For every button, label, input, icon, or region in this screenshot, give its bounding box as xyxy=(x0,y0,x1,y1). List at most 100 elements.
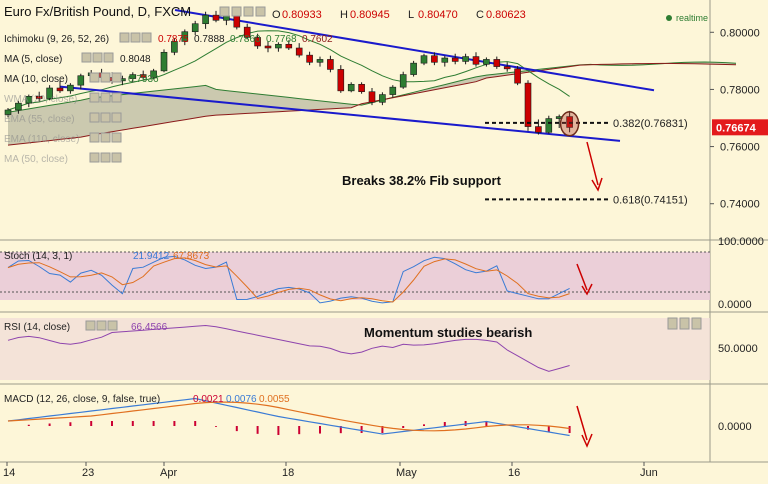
indicator-control-button[interactable] xyxy=(130,32,141,43)
candle-body[interactable] xyxy=(327,59,334,70)
candle-body[interactable] xyxy=(420,55,428,64)
indicator-control-button[interactable] xyxy=(81,52,92,63)
candle-body[interactable] xyxy=(35,95,43,99)
rsi-tick-50: 50.0000 xyxy=(718,343,758,355)
rsi-pane-button[interactable] xyxy=(667,317,678,330)
candle-body[interactable] xyxy=(4,109,12,115)
candle-body[interactable] xyxy=(275,43,282,49)
candle-body[interactable] xyxy=(441,57,449,63)
indicator-control-button[interactable] xyxy=(103,52,114,63)
header-control-button[interactable] xyxy=(255,6,266,17)
candle-body[interactable] xyxy=(46,87,53,99)
candle-body[interactable] xyxy=(233,15,241,28)
candle-body[interactable] xyxy=(535,126,542,133)
candle-body[interactable] xyxy=(431,55,438,63)
candle-body[interactable] xyxy=(25,95,33,104)
ohlc-value: 0.80933 xyxy=(282,9,322,21)
indicator-control-button[interactable] xyxy=(100,72,111,83)
indicator-control-button[interactable] xyxy=(100,152,111,163)
ohlc-key: C xyxy=(476,9,484,21)
rsi-pane-button[interactable] xyxy=(679,317,690,330)
fib-618-label: 0.618(0.74151) xyxy=(613,194,688,206)
stoch-tick-0: 0.0000 xyxy=(718,299,752,311)
candle-body[interactable] xyxy=(379,94,386,103)
candle-body[interactable] xyxy=(347,83,355,92)
indicator-control-button[interactable] xyxy=(111,72,122,83)
rsi-band xyxy=(0,318,710,380)
header-control-button[interactable] xyxy=(231,6,242,17)
candle-body[interactable] xyxy=(160,51,168,72)
indicator-control-button[interactable] xyxy=(89,152,100,163)
candle-body[interactable] xyxy=(181,31,189,42)
candle-body[interactable] xyxy=(285,43,293,49)
indicator-control-button[interactable] xyxy=(111,112,122,123)
candle-body[interactable] xyxy=(358,83,365,93)
indicator-label: Ichimoku (9, 26, 52, 26) xyxy=(4,34,109,45)
candle-body[interactable] xyxy=(389,86,397,95)
candle-body[interactable] xyxy=(410,62,417,75)
candle-body[interactable] xyxy=(472,56,480,65)
candle-body[interactable] xyxy=(368,91,376,103)
indicator-control-button[interactable] xyxy=(89,112,100,123)
rsi-pane-button[interactable] xyxy=(691,317,702,330)
candle-body[interactable] xyxy=(15,102,22,111)
candle-body[interactable] xyxy=(503,66,511,70)
header-control-button[interactable] xyxy=(219,6,230,17)
indicator-control-button[interactable] xyxy=(111,92,122,103)
candle-body[interactable] xyxy=(493,59,501,67)
bearish-arrow-head xyxy=(591,177,603,192)
candle-body[interactable] xyxy=(212,14,220,21)
candle-body[interactable] xyxy=(295,47,303,56)
indicator-control-button[interactable] xyxy=(89,92,100,103)
indicator-label: MA (5, close) xyxy=(4,54,62,65)
candle-body[interactable] xyxy=(545,118,553,133)
price-tick-label: 0.74000 xyxy=(720,199,760,211)
indicator-control-button[interactable] xyxy=(100,92,111,103)
candle-body[interactable] xyxy=(171,41,178,53)
indicator-control-button[interactable] xyxy=(111,152,122,163)
candle-body[interactable] xyxy=(243,26,251,38)
candle-body[interactable] xyxy=(399,74,407,88)
indicator-control-button[interactable] xyxy=(111,132,122,143)
indicator-control-button[interactable] xyxy=(92,52,103,63)
header-control-button[interactable] xyxy=(243,6,254,17)
candle-body[interactable] xyxy=(462,56,469,62)
rsi-control-button[interactable] xyxy=(96,320,107,331)
candle-body[interactable] xyxy=(514,68,521,84)
rsi-control-button[interactable] xyxy=(85,320,96,331)
candle-body[interactable] xyxy=(202,14,209,25)
indicator-value: 0.7602 xyxy=(302,34,333,45)
candle-body[interactable] xyxy=(56,87,64,92)
ohlc-key: L xyxy=(408,9,414,21)
indicator-control-button[interactable] xyxy=(100,132,111,143)
candle-body[interactable] xyxy=(524,82,532,127)
candle-body[interactable] xyxy=(483,59,490,65)
candle-body[interactable] xyxy=(67,84,74,92)
candle-body[interactable] xyxy=(337,69,345,92)
stoch-label: Stoch (14, 3, 1) xyxy=(4,251,72,262)
candle-body[interactable] xyxy=(316,59,324,63)
indicator-value: 0.7936 xyxy=(128,74,159,85)
candle-body[interactable] xyxy=(254,37,261,47)
current-price-tag xyxy=(712,119,768,136)
candle-body[interactable] xyxy=(264,45,272,49)
price-tick-label: 0.80000 xyxy=(720,27,760,39)
candle-body[interactable] xyxy=(150,70,157,78)
ohlc-key: H xyxy=(340,9,348,21)
indicator-control-button[interactable] xyxy=(119,32,130,43)
candle-body[interactable] xyxy=(139,74,147,78)
realtime-label: realtime xyxy=(676,13,708,23)
candle-body[interactable] xyxy=(451,57,459,62)
indicator-control-button[interactable] xyxy=(100,112,111,123)
candle-body[interactable] xyxy=(77,75,85,86)
macd-label: MACD (12, 26, close, 9, false, true) xyxy=(4,394,160,405)
indicator-control-button[interactable] xyxy=(89,72,100,83)
candle-body[interactable] xyxy=(191,23,199,33)
rsi-control-button[interactable] xyxy=(107,320,118,331)
indicator-control-button[interactable] xyxy=(141,32,152,43)
indicator-control-button[interactable] xyxy=(89,132,100,143)
candle-body[interactable] xyxy=(306,54,313,63)
candle-body[interactable] xyxy=(129,74,137,79)
